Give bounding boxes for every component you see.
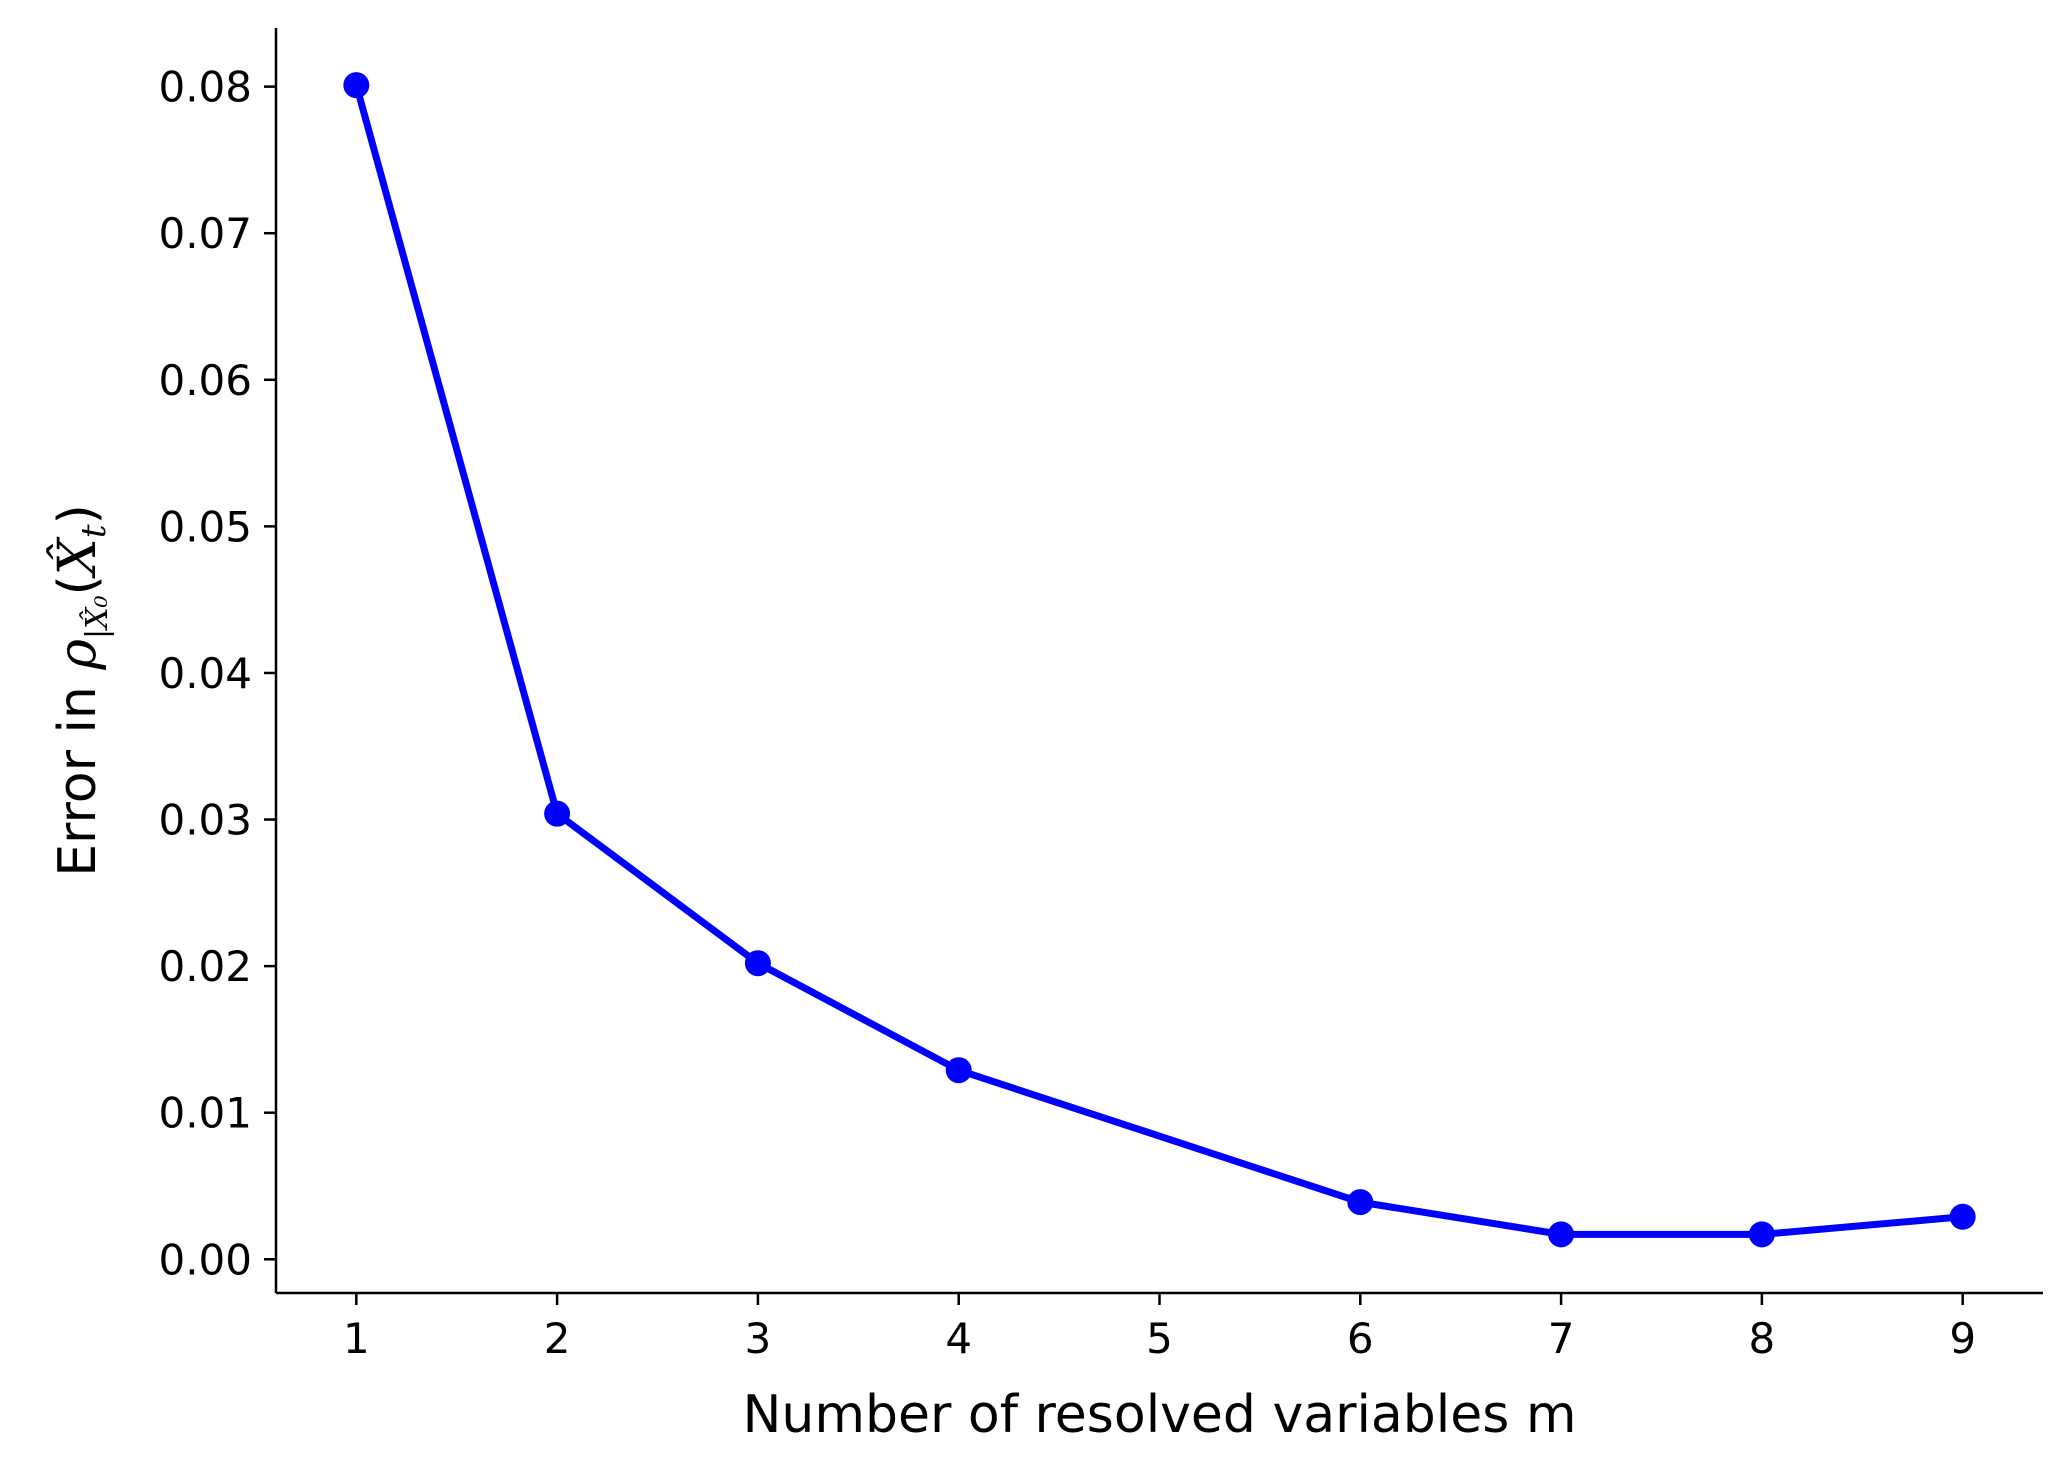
x-tick-label: 5 [1146, 1314, 1173, 1363]
x-axis-title: Number of resolved variables m [742, 1385, 1576, 1445]
y-tick-label: 0.02 [158, 942, 252, 991]
data-point [1748, 1221, 1775, 1248]
y-axis-title-subscript: |X̂₀ [80, 596, 115, 640]
y-axis-title-paren-open: ( [48, 575, 108, 595]
series-group [343, 72, 1976, 1248]
data-point [1347, 1189, 1374, 1216]
x-tick-label: 1 [343, 1314, 370, 1363]
x-tick-label: 3 [745, 1314, 772, 1363]
x-tick-label: 2 [544, 1314, 571, 1363]
y-axis-title-x-hat: X̂ [47, 536, 108, 579]
y-tick-label: 0.03 [158, 796, 252, 845]
y-axis-title-prefix: Error in [48, 670, 108, 877]
x-tick-label: 4 [945, 1314, 972, 1363]
x-tick-label: 8 [1749, 1314, 1776, 1363]
data-point [1949, 1203, 1976, 1230]
y-tick-label: 0.01 [158, 1089, 252, 1138]
y-tick-label: 0.04 [158, 649, 252, 698]
y-tick-label: 0.06 [158, 356, 252, 405]
data-point [744, 950, 771, 977]
x-tick-label: 7 [1548, 1314, 1575, 1363]
y-axis-title-t: t [74, 524, 114, 538]
y-ticks: 0.00 0.01 0.02 0.03 0.04 0.05 0.06 0.07 0.08 [158, 63, 276, 1284]
y-axis-title-paren-close: ) [48, 504, 108, 524]
y-axis-title-rho: ρ [48, 639, 108, 671]
x-tick-label: 6 [1347, 1314, 1374, 1363]
series-line [352, 81, 1967, 1238]
y-tick-label: 0.08 [158, 63, 252, 112]
x-tick-label: 9 [1949, 1314, 1976, 1363]
data-point [343, 72, 370, 99]
data-point [1548, 1221, 1575, 1248]
y-tick-label: 0.07 [158, 209, 252, 258]
x-ticks: 1 2 3 4 5 6 7 8 9 [343, 1293, 1976, 1363]
axes [274, 28, 2043, 1295]
y-tick-label: 0.05 [158, 502, 252, 551]
y-axis-title: Error in ρ|X̂₀(X̂t) [47, 504, 115, 877]
data-point [945, 1057, 972, 1084]
y-tick-label: 0.00 [158, 1235, 252, 1284]
data-point [544, 800, 571, 827]
